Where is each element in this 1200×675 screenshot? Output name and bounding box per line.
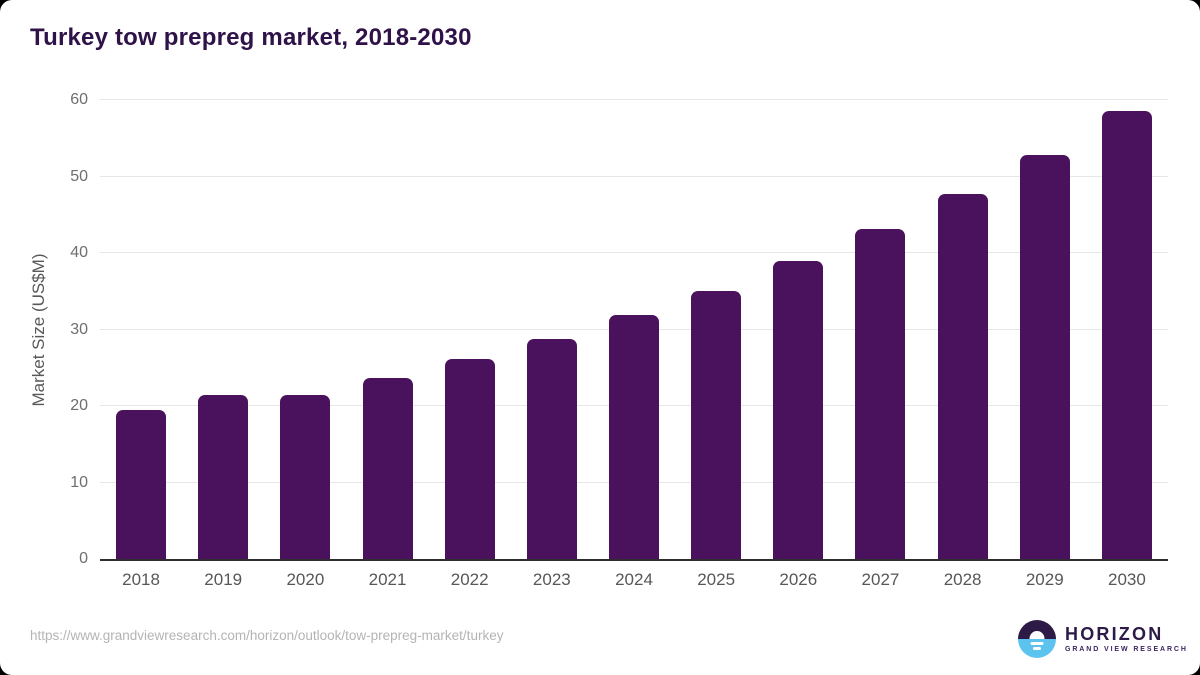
y-tick-label-10: 10: [70, 473, 88, 491]
y-tick-label-50: 50: [70, 167, 88, 185]
chart-title: Turkey tow prepreg market, 2018-2030: [30, 24, 472, 51]
x-tick-label-2030: 2030: [1108, 570, 1146, 589]
x-tick-label-2026: 2026: [779, 570, 818, 589]
y-tick-label-40: 40: [70, 244, 88, 261]
x-tick-label-2022: 2022: [450, 570, 489, 589]
x-tick-label-2029: 2029: [1025, 570, 1064, 589]
x-tick-label-2027: 2027: [861, 570, 900, 589]
bar-2030: [1101, 110, 1152, 559]
x-tick-label-2018: 2018: [122, 570, 160, 589]
bar-2023: [526, 339, 577, 559]
x-axis-tick-labels: 2018 2019 2020 2021 2022 2023 2024 2025 2026 2027…: [100, 570, 1168, 596]
x-tick-label-2025: 2025: [697, 570, 736, 589]
y-tick-label-0: 0: [79, 550, 88, 567]
bar-2026: [773, 261, 824, 559]
y-tick-label-20: 20: [70, 397, 88, 414]
y-tick-label-60: 60: [70, 91, 88, 108]
bar-2019: [198, 394, 249, 559]
source-url: https://www.grandviewresearch.com/horizo…: [30, 628, 504, 643]
y-axis-tick-labels: 0 10 20 30 40 50 60: [28, 91, 88, 567]
horizon-logo-icon: [1018, 620, 1056, 658]
x-tick-label-2023: 2023: [532, 570, 571, 589]
gridline-y-40: [100, 252, 1168, 253]
bar-2018: [116, 409, 167, 559]
bar-2029: [1019, 155, 1070, 559]
logo-text: HORIZON GRAND VIEW RESEARCH: [1065, 623, 1188, 654]
bar-2020: [280, 395, 331, 559]
bar-2022: [444, 359, 495, 559]
bar-2024: [609, 314, 659, 559]
gridline-y-50: [100, 175, 1168, 177]
bar-2027: [855, 229, 906, 559]
y-tick-label-30: 30: [70, 320, 88, 338]
logo-title: HORIZON: [1065, 623, 1164, 644]
bar-2025: [691, 290, 742, 559]
bar-2028: [937, 194, 988, 559]
x-tick-label-2028: 2028: [943, 570, 982, 589]
x-tick-label-2021: 2021: [368, 570, 407, 589]
logo-subtitle: GRAND VIEW RESEARCH: [1065, 645, 1188, 653]
horizon-reflection-line-icon: [1033, 647, 1041, 650]
x-tick-label-2019: 2019: [204, 570, 243, 589]
horizon-reflection-line-icon: [1030, 642, 1044, 645]
plot-area: [100, 99, 1168, 561]
x-tick-label-2020: 2020: [286, 570, 325, 589]
horizon-logo[interactable]: HORIZON GRAND VIEW RESEARCH: [1018, 620, 1188, 658]
horizon-sun-icon: [1029, 631, 1045, 639]
bar-2021: [362, 378, 413, 559]
x-tick-label-2024: 2024: [615, 570, 653, 589]
gridline-y-60: [100, 99, 1168, 100]
